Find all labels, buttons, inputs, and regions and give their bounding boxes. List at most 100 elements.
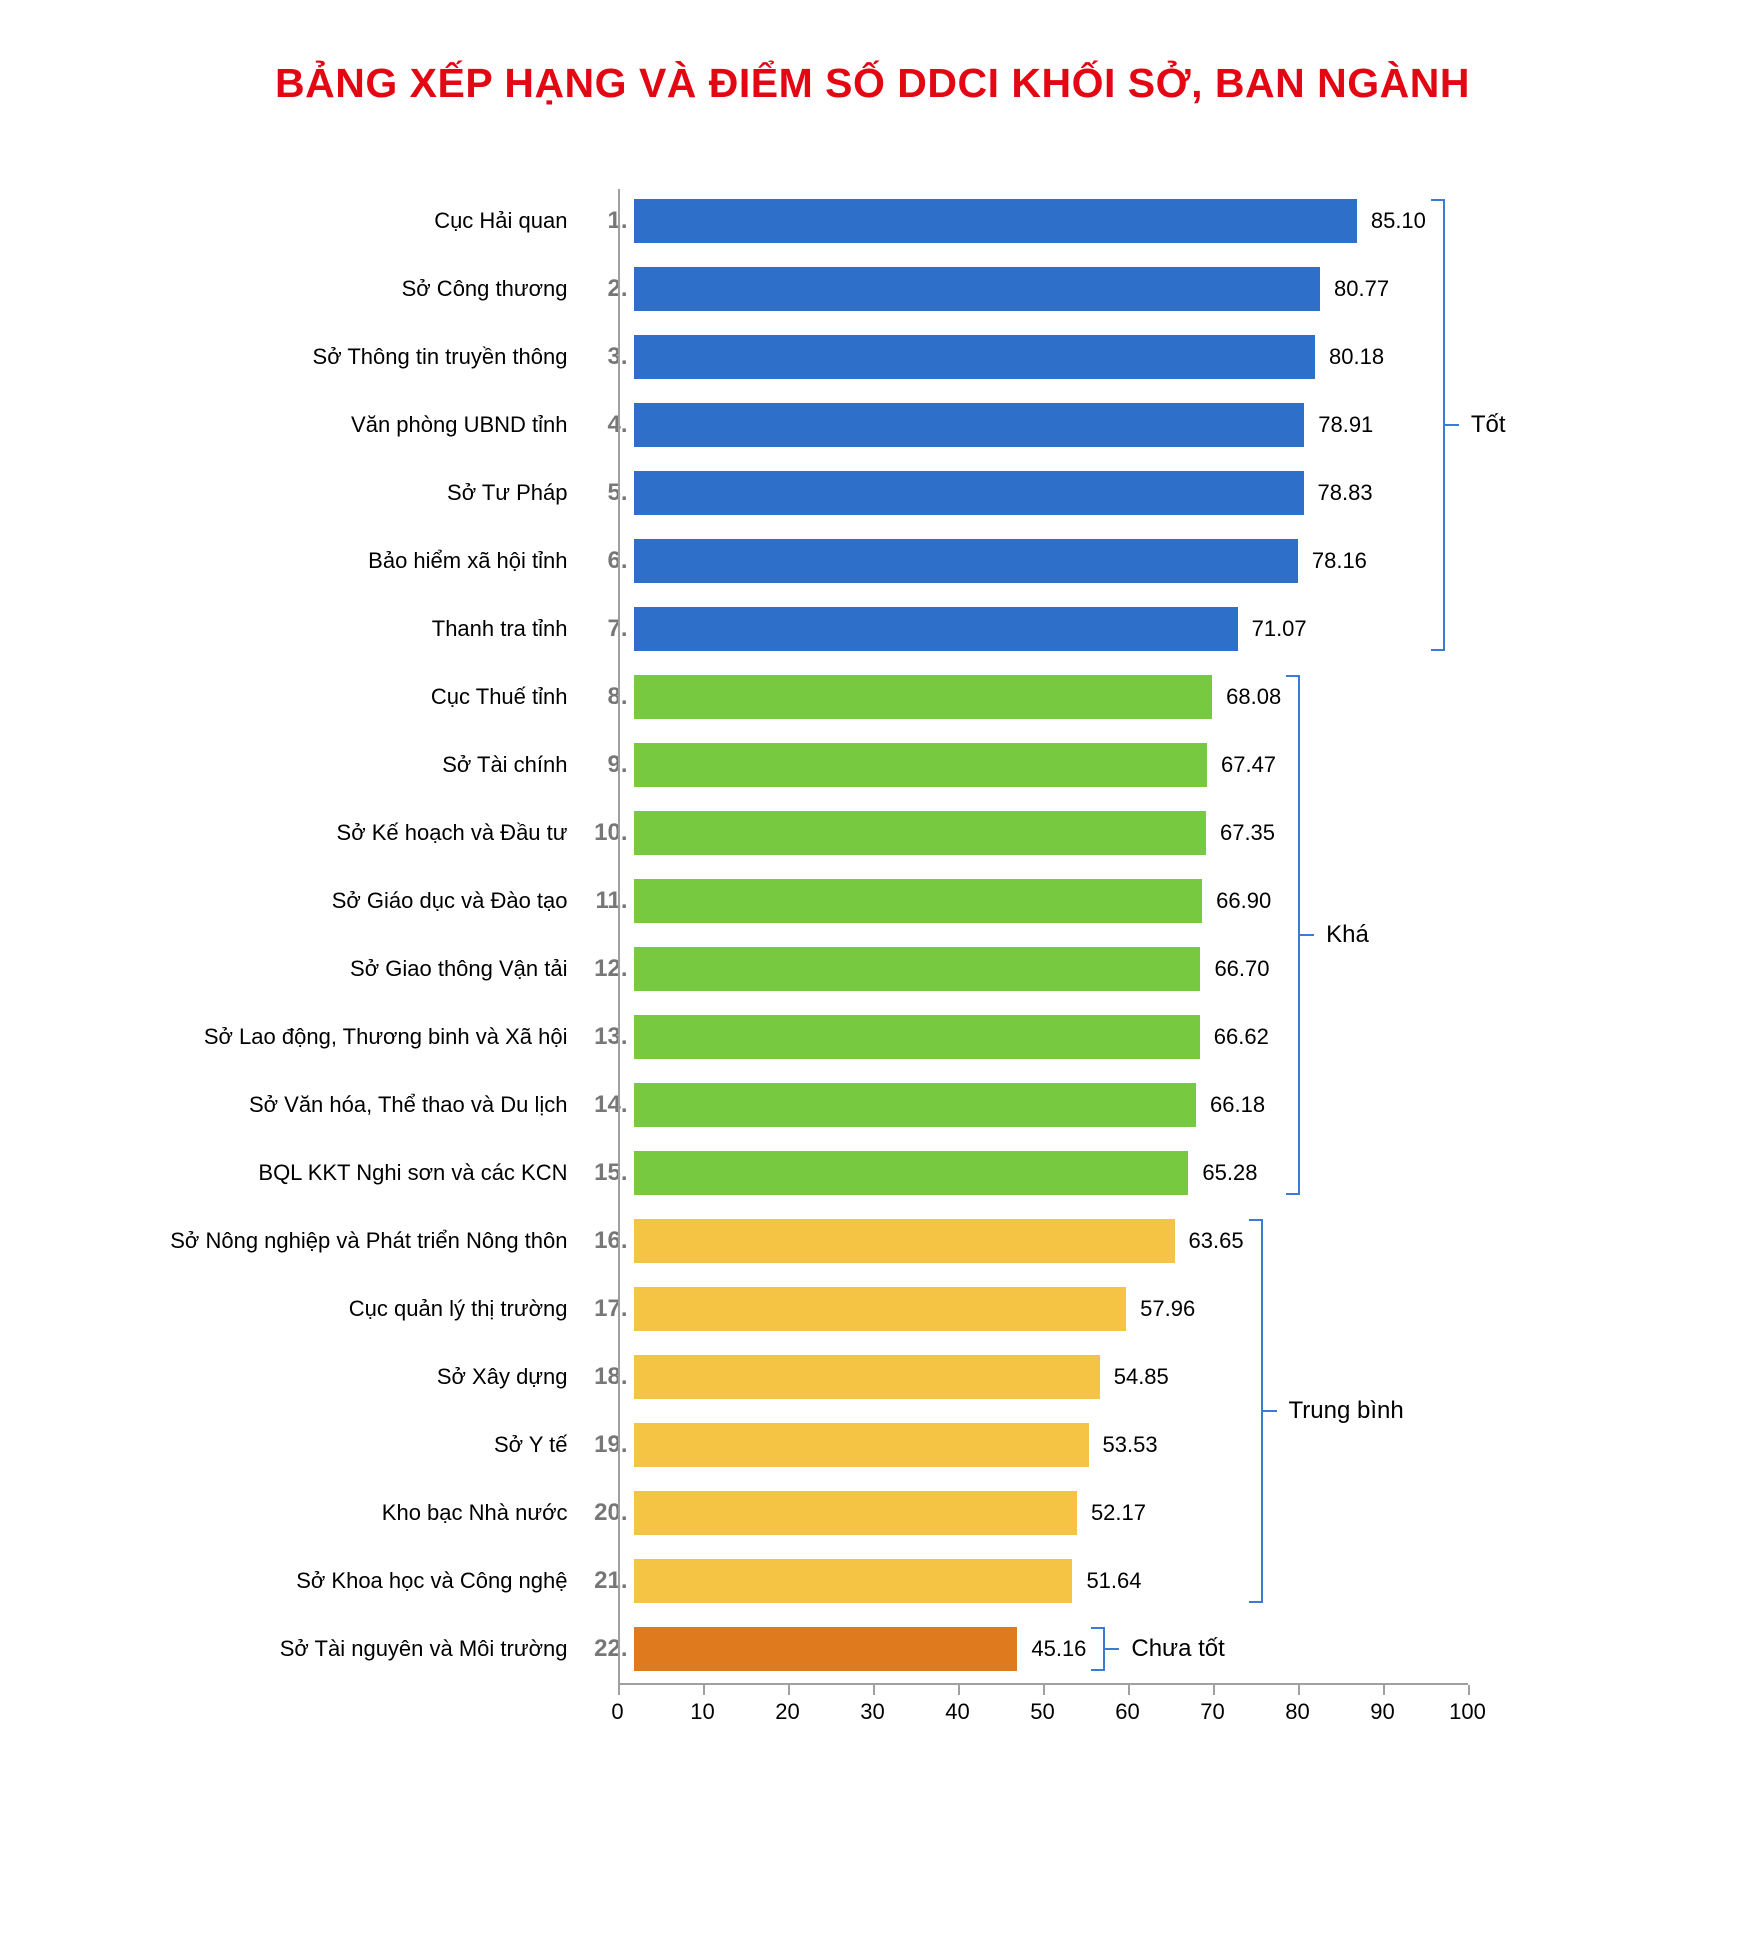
row-label: Sở Khoa học và Công nghệ <box>68 1568 578 1594</box>
row-value: 66.70 <box>1214 956 1269 982</box>
row-value: 54.85 <box>1114 1364 1169 1390</box>
row-rank: 5. <box>578 479 634 507</box>
bar <box>634 947 1201 991</box>
group-bracket: Khá <box>1286 675 1300 1195</box>
row-rank: 21. <box>578 1567 634 1595</box>
row-label: Sở Lao động, Thương binh và Xã hội <box>68 1024 578 1050</box>
row-label: Thanh tra tỉnh <box>68 616 578 642</box>
row-plot: 67.47 <box>634 731 1484 799</box>
group-bracket: Tốt <box>1431 199 1445 651</box>
row-label: Kho bạc Nhà nước <box>68 1500 578 1526</box>
bar <box>634 1015 1200 1059</box>
row-label: Sở Tài chính <box>68 752 578 778</box>
bar-row: Sở Kế hoạch và Đầu tư10.67.35 <box>68 799 1678 867</box>
x-axis: 0102030405060708090100 <box>618 1683 1468 1733</box>
bar <box>634 335 1316 379</box>
row-value: 71.07 <box>1252 616 1307 642</box>
row-rank: 12. <box>578 955 634 983</box>
bar <box>634 743 1207 787</box>
row-label: Sở Thông tin truyền thông <box>68 344 578 370</box>
row-label: BQL KKT Nghi sơn và các KCN <box>68 1160 578 1186</box>
x-tick-label: 60 <box>1115 1699 1139 1725</box>
row-label: Sở Nông nghiệp và Phát triển Nông thôn <box>68 1228 578 1254</box>
row-value: 80.77 <box>1334 276 1389 302</box>
row-rank: 8. <box>578 683 634 711</box>
bar <box>634 1219 1175 1263</box>
bar <box>634 471 1304 515</box>
x-tick-label: 20 <box>775 1699 799 1725</box>
bar <box>634 1083 1197 1127</box>
bar <box>634 675 1213 719</box>
row-rank: 19. <box>578 1431 634 1459</box>
row-rank: 18. <box>578 1363 634 1391</box>
row-rank: 11. <box>578 887 634 915</box>
row-value: 57.96 <box>1140 1296 1195 1322</box>
row-value: 45.16 <box>1031 1636 1086 1662</box>
x-tick-label: 90 <box>1370 1699 1394 1725</box>
row-value: 66.18 <box>1210 1092 1265 1118</box>
group-bracket: Chưa tốt <box>1091 1627 1105 1671</box>
row-value: 85.10 <box>1371 208 1426 234</box>
bar <box>634 1627 1018 1671</box>
bar <box>634 1559 1073 1603</box>
row-plot: 51.64 <box>634 1547 1484 1615</box>
row-value: 53.53 <box>1103 1432 1158 1458</box>
row-rank: 17. <box>578 1295 634 1323</box>
ranking-chart: Cục Hải quan1.85.10Sở Công thương2.80.77… <box>68 187 1678 1733</box>
row-value: 65.28 <box>1202 1160 1257 1186</box>
x-axis-baseline <box>618 189 620 1685</box>
group-label: Trung bình <box>1289 1397 1404 1425</box>
row-rank: 4. <box>578 411 634 439</box>
row-rank: 16. <box>578 1227 634 1255</box>
bar-row: Sở Giao thông Vận tải12.66.70 <box>68 935 1678 1003</box>
row-plot: 78.83 <box>634 459 1484 527</box>
row-label: Sở Giáo dục và Đào tạo <box>68 888 578 914</box>
x-tick-label: 30 <box>860 1699 884 1725</box>
x-tick-label: 80 <box>1285 1699 1309 1725</box>
row-plot: 68.08 <box>634 663 1484 731</box>
bar-row: Sở Lao động, Thương binh và Xã hội13.66.… <box>68 1003 1678 1071</box>
bar-row: Sở Giáo dục và Đào tạo11. 66.90 <box>68 867 1678 935</box>
group-label: Khá <box>1326 921 1369 949</box>
row-plot: 45.16 <box>634 1615 1484 1683</box>
row-value: 51.64 <box>1086 1568 1141 1594</box>
row-plot: 63.65 <box>634 1207 1484 1275</box>
row-value: 78.91 <box>1318 412 1373 438</box>
bar <box>634 1151 1189 1195</box>
row-plot: 80.77 <box>634 255 1484 323</box>
row-rank: 3. <box>578 343 634 371</box>
row-plot: 66.18 <box>634 1071 1484 1139</box>
row-label: Cục quản lý thị trường <box>68 1296 578 1322</box>
bar <box>634 1355 1100 1399</box>
row-label: Sở Kế hoạch và Đầu tư <box>68 820 578 846</box>
bar <box>634 811 1206 855</box>
row-plot: 85.10 <box>634 187 1484 255</box>
bar-row: Sở Y tế19.53.53 <box>68 1411 1678 1479</box>
group-bracket: Trung bình <box>1249 1219 1263 1603</box>
row-plot: 78.16 <box>634 527 1484 595</box>
group-label: Tốt <box>1471 411 1506 439</box>
x-tick-label: 100 <box>1449 1699 1486 1725</box>
row-label: Cục Hải quan <box>68 208 578 234</box>
row-value: 52.17 <box>1091 1500 1146 1526</box>
row-rank: 13. <box>578 1023 634 1051</box>
row-rank: 6. <box>578 547 634 575</box>
row-label: Sở Công thương <box>68 276 578 302</box>
row-label: Sở Tài nguyên và Môi trường <box>68 1636 578 1662</box>
row-value: 78.83 <box>1318 480 1373 506</box>
row-value: 63.65 <box>1189 1228 1244 1254</box>
bar-row: Sở Khoa học và Công nghệ21. 51.64 <box>68 1547 1678 1615</box>
bar-row: Kho bạc Nhà nước20.52.17 <box>68 1479 1678 1547</box>
row-plot: 66.62 <box>634 1003 1484 1071</box>
group-label: Chưa tốt <box>1131 1635 1224 1663</box>
row-label: Sở Xây dựng <box>68 1364 578 1390</box>
row-value: 66.90 <box>1216 888 1271 914</box>
row-plot: 80.18 <box>634 323 1484 391</box>
bar <box>634 403 1305 447</box>
row-rank: 2. <box>578 275 634 303</box>
row-label: Sở Tư Pháp <box>68 480 578 506</box>
bar-row: Sở Tài chính9.67.47 <box>68 731 1678 799</box>
bar-row: BQL KKT Nghi sơn và các KCN15. 65.28 <box>68 1139 1678 1207</box>
row-rank: 15. <box>578 1159 634 1187</box>
bar <box>634 1423 1089 1467</box>
